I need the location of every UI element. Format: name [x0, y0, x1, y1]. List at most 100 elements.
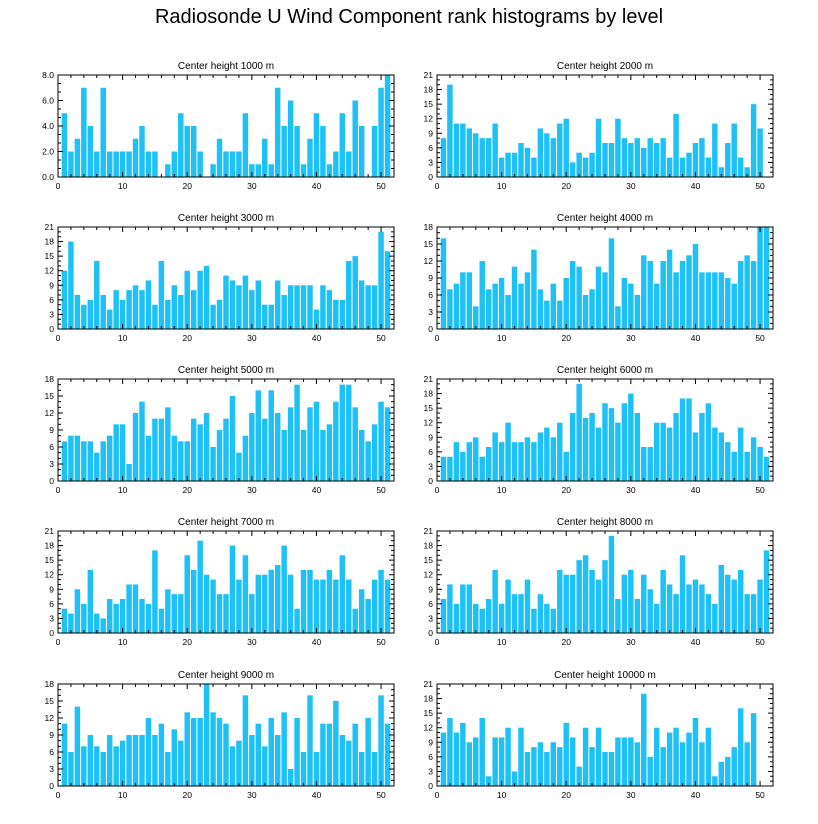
y-tick-label: 6	[49, 599, 54, 609]
y-tick-label: 12	[424, 418, 434, 428]
histogram-bar	[589, 569, 595, 633]
histogram-bar	[300, 164, 307, 177]
histogram-bar	[505, 422, 511, 481]
histogram-bar	[281, 430, 287, 481]
histogram-bar	[268, 718, 274, 786]
histogram-bar	[615, 306, 621, 329]
x-tick-label: 20	[561, 485, 571, 495]
histogram-bar	[346, 151, 352, 177]
histogram-bar	[132, 138, 139, 177]
histogram-bar	[731, 283, 737, 329]
histogram-bar	[582, 727, 589, 786]
histogram-bar	[498, 603, 505, 633]
histogram-bar	[615, 118, 621, 177]
histogram-bar	[145, 718, 152, 786]
histogram-bar	[223, 723, 229, 786]
histogram-bar	[608, 238, 615, 329]
x-tick-label: 10	[118, 790, 128, 800]
histogram-bar	[216, 594, 223, 633]
histogram-bar	[524, 437, 531, 481]
histogram-bar	[152, 550, 158, 633]
panel-4: Center height 4000 m 0 10 20 30 40 50 0 3 6 9 12 15 1…	[424, 213, 774, 343]
histogram-bar	[249, 735, 255, 786]
x-tick-label: 0	[56, 637, 61, 647]
histogram-bar	[274, 87, 281, 177]
histogram-bar	[731, 451, 737, 481]
histogram-bar	[628, 737, 634, 786]
histogram-bar	[190, 126, 197, 177]
histogram-bar	[384, 579, 391, 633]
histogram-bar	[384, 723, 391, 786]
y-tick-label: 3	[49, 764, 54, 774]
histogram-bar	[119, 599, 126, 633]
x-tick-label: 0	[435, 485, 440, 495]
histogram-bar	[744, 255, 750, 329]
x-tick-label: 30	[247, 637, 257, 647]
histogram-bar	[384, 251, 391, 329]
y-tick-label: 9	[428, 128, 433, 138]
histogram-bar	[550, 742, 557, 786]
histogram-bar	[537, 289, 544, 329]
x-tick-label: 30	[626, 333, 636, 343]
histogram-bar	[589, 413, 595, 481]
histogram-bar	[634, 742, 641, 786]
x-tick-label: 50	[755, 485, 765, 495]
histogram-bar	[190, 718, 197, 786]
histogram-bar	[628, 569, 634, 633]
y-tick-label: 18	[45, 237, 55, 247]
histogram-bar	[615, 422, 621, 481]
histogram-bar	[210, 712, 216, 786]
histogram-bar	[518, 727, 524, 786]
histogram-bar	[505, 727, 511, 786]
y-tick-label: 21	[424, 679, 434, 689]
histogram-bar	[518, 442, 524, 481]
histogram-bar	[300, 285, 307, 329]
histogram-bar	[679, 157, 686, 177]
histogram-bar	[171, 285, 178, 329]
histogram-bar	[582, 555, 589, 633]
histogram-bar	[679, 555, 686, 633]
x-tick-label: 40	[312, 333, 322, 343]
histogram-bar	[763, 456, 770, 481]
histogram-bar	[262, 304, 268, 329]
histogram-bar	[333, 701, 339, 786]
histogram-bar	[81, 441, 87, 481]
histogram-bar	[378, 231, 384, 329]
histogram-bar	[68, 613, 74, 633]
y-tick-label: 6	[428, 143, 433, 153]
histogram-bar	[352, 608, 358, 633]
y-tick-label: 18	[424, 85, 434, 95]
histogram-bar	[371, 285, 378, 329]
histogram-bar	[178, 113, 184, 177]
histogram-bar	[74, 435, 81, 481]
histogram-bar	[673, 594, 679, 633]
histogram-bar	[333, 299, 339, 329]
panel-title: Center height 10000 m	[554, 670, 656, 681]
x-tick-label: 10	[497, 485, 507, 495]
histogram-bar	[139, 599, 145, 633]
histogram-bar	[61, 113, 68, 177]
histogram-bar	[152, 418, 158, 481]
histogram-bar	[119, 151, 126, 177]
histogram-bar	[152, 735, 158, 786]
histogram-bar	[352, 256, 358, 329]
histogram-bar	[524, 147, 531, 177]
histogram-bar	[686, 152, 692, 177]
y-tick-label: 21	[45, 222, 55, 232]
y-tick-label: 6	[49, 442, 54, 452]
histogram-bar	[692, 244, 699, 329]
histogram-bar	[320, 579, 326, 633]
y-tick-label: 21	[45, 526, 55, 536]
x-tick-label: 0	[435, 333, 440, 343]
histogram-bar	[184, 270, 190, 329]
histogram-bar	[660, 422, 666, 481]
y-tick-label: 18	[45, 541, 55, 551]
histogram-bar	[621, 278, 628, 329]
histogram-bar	[158, 261, 165, 329]
figure-title: Radiosonde U Wind Component rank histogr…	[154, 6, 664, 28]
histogram-bar	[210, 164, 216, 177]
histogram-bar	[139, 401, 145, 481]
histogram-bar	[641, 147, 647, 177]
histogram-bar	[229, 396, 236, 481]
histogram-bar	[262, 138, 268, 177]
